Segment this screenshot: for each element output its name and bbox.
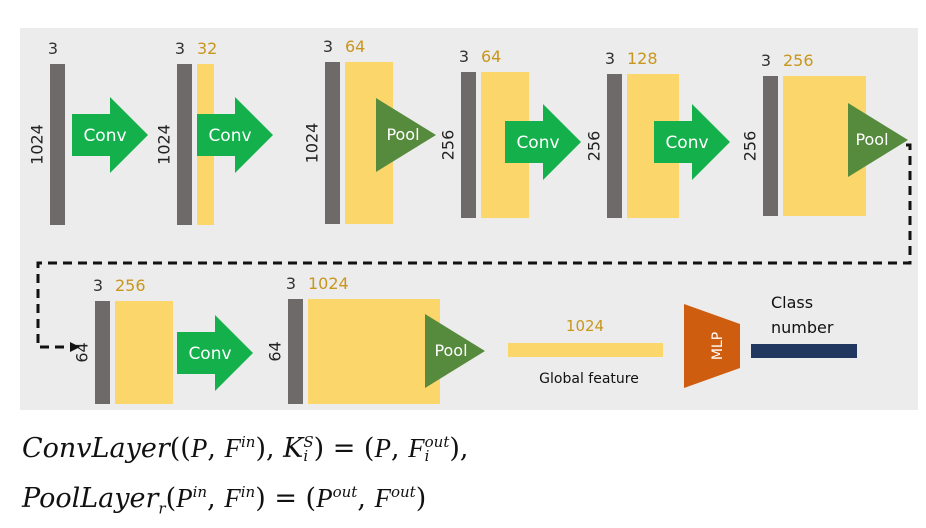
global-feature-label: Global feature <box>539 371 639 387</box>
pool-formula-p-out-sup: out <box>332 483 358 501</box>
conv-label-4: Conv <box>188 344 231 364</box>
pool-layer-formula: PoolLayerr(Pin, Fin) = (Pout, Fout) <box>22 483 427 518</box>
stage-5-points-label: 256 <box>741 131 760 162</box>
stage-7-points-label: 64 <box>266 341 285 361</box>
pool-triangle-0 <box>376 98 436 172</box>
pool-formula-r-sub: r <box>158 499 166 518</box>
conv-label-0: Conv <box>83 126 126 146</box>
stage-3-channels-in: 3 <box>459 47 469 66</box>
stage-1-channels-in: 3 <box>175 39 185 58</box>
connector-arrowhead-icon <box>70 342 80 352</box>
pool-formula-p-in-sup: in <box>192 483 208 501</box>
stage-5-channels-in: 3 <box>761 51 771 70</box>
conv-formula-p: P <box>190 433 208 463</box>
conv-arrow-4 <box>177 315 253 391</box>
stage-2-channels-out: 64 <box>345 37 365 56</box>
class-label-line1: Class <box>771 293 813 312</box>
conv-formula-k: K <box>283 433 304 464</box>
pool-label-1: Pool <box>855 130 888 149</box>
mlp-label: MLP <box>710 332 726 360</box>
conv-formula-k-sub: i <box>303 446 309 465</box>
ops-layer: Conv Conv Conv Conv Conv Pool Pool Pool <box>72 97 908 391</box>
network-diagram: 3 1024 3 32 1024 3 64 1024 3 64 256 3 128 256 3 256 256 3… <box>20 28 918 410</box>
conv-formula-name: ConvLayer <box>22 433 170 464</box>
stage-6-feature-bar <box>115 301 173 404</box>
stage-4-points-label: 256 <box>585 131 604 162</box>
conv-label-2: Conv <box>516 133 559 153</box>
stage-6-points-bar <box>95 301 110 404</box>
pool-formula-p-in: P <box>176 483 193 513</box>
stage-7-points-bar <box>288 299 303 404</box>
conv-formula-out-sub: i <box>424 446 430 465</box>
stage-6-channels-out: 256 <box>115 276 146 295</box>
stage-2-points-label: 1024 <box>303 123 322 164</box>
stage-0-points-bar <box>50 64 65 225</box>
conv-formula-f-out: F <box>408 433 425 463</box>
conv-arrow-3 <box>654 104 730 180</box>
stage-5-channels-out: 256 <box>783 51 814 70</box>
stage-3-points-bar <box>461 72 476 218</box>
pool-formula-f-in: F <box>224 483 241 513</box>
conv-formula-p-out: P <box>374 433 391 463</box>
conv-formula-in-sup: in <box>240 433 256 451</box>
stage-5-points-bar <box>763 76 778 216</box>
pool-triangle-2 <box>425 314 485 388</box>
conv-label-3: Conv <box>665 133 708 153</box>
pool-label-2: Pool <box>434 341 467 360</box>
stage-4-channels-out: 128 <box>627 49 658 68</box>
class-label-line2: number <box>771 318 834 337</box>
stage-3-points-label: 256 <box>439 130 458 161</box>
conv-formula-out-sup: out <box>424 433 450 451</box>
stage-0-channels-in: 3 <box>48 39 58 58</box>
pool-formula-p-out: P <box>316 483 333 513</box>
class-output-bar <box>751 344 857 358</box>
stage-7-channels-out: 1024 <box>308 274 349 293</box>
global-feature-bar <box>508 343 663 357</box>
global-feature-dim: 1024 <box>566 317 604 335</box>
stage-1-channels-out: 32 <box>197 39 217 58</box>
stage-6-channels-in: 3 <box>93 276 103 295</box>
stage-3-channels-out: 64 <box>481 47 501 66</box>
conv-arrow-1 <box>197 97 273 173</box>
conv-label-1: Conv <box>208 126 251 146</box>
stage-0-points-label: 1024 <box>28 124 47 165</box>
stage-7-channels-in: 3 <box>286 274 296 293</box>
conv-arrow-2 <box>505 104 581 180</box>
pool-formula-f-out: F <box>374 483 391 513</box>
stage-2-points-bar <box>325 62 340 224</box>
stages-layer: 3 1024 3 32 1024 3 64 1024 3 64 256 3 128 256 3 256 256 3… <box>28 37 866 404</box>
row-connector-dashed-line <box>36 143 912 349</box>
pool-label-0: Pool <box>386 125 419 144</box>
stage-2-channels-in: 3 <box>323 37 333 56</box>
stage-7-feature-bar <box>308 299 440 404</box>
stage-4-points-bar <box>607 74 622 218</box>
pool-formula-f-out-sup: out <box>390 483 416 501</box>
stage-1-points-label: 1024 <box>155 124 174 165</box>
pool-formula-f-in-sup: in <box>240 483 256 501</box>
stage-1-points-bar <box>177 64 192 225</box>
pool-formula-name: PoolLayer <box>22 483 159 514</box>
conv-arrow-0 <box>72 97 148 173</box>
pool-triangle-1 <box>848 103 908 177</box>
conv-formula-k-sup: S <box>303 433 314 451</box>
stage-4-channels-in: 3 <box>605 49 615 68</box>
mlp-block <box>684 304 740 388</box>
conv-formula-f: F <box>224 433 241 463</box>
